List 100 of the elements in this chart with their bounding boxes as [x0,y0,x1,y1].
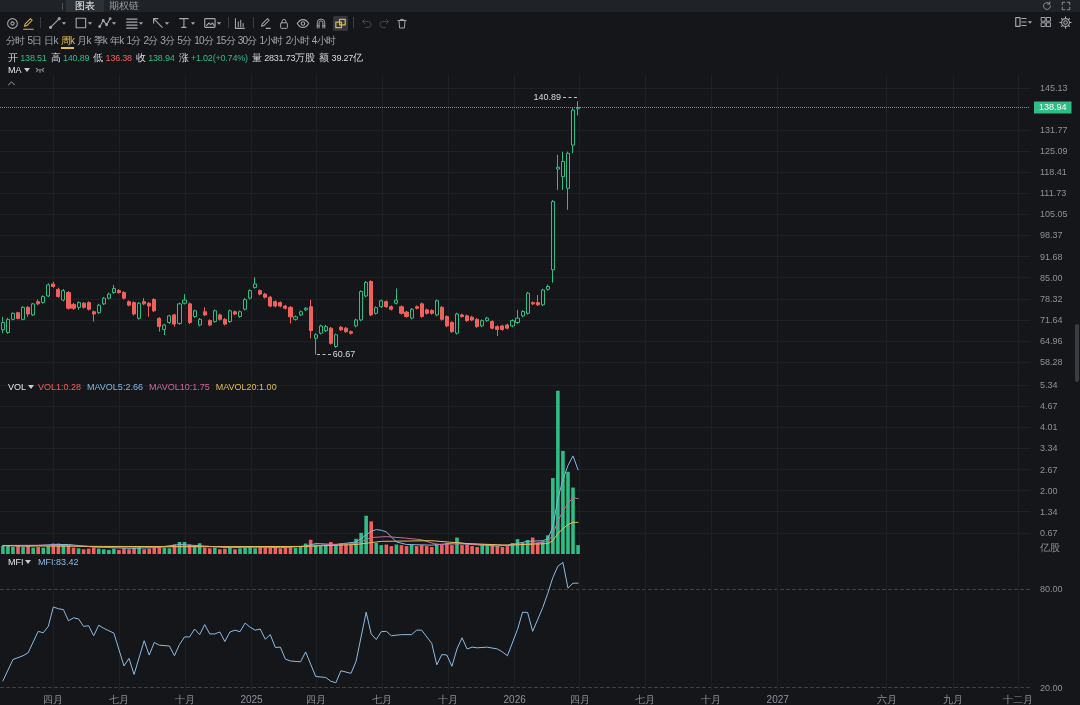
candlestick [203,306,207,317]
x-tick-label: 四月 [306,693,327,705]
text: 季k [93,35,107,47]
x-tick-label: 六月 [876,693,897,705]
y-tick-label: 4.01 [1040,422,1058,433]
annotation: 60.67 [332,349,356,361]
x-tick-label: 2025 [240,693,264,705]
text: MAVOL20:1.00 [215,381,277,392]
bar [212,547,217,554]
x-tick-label: 四月 [43,693,64,705]
y-tick-label: 78.32 [1040,293,1063,304]
text: 30分 [237,35,257,47]
text: 5分 [177,35,192,47]
y-tick-label: 3.34 [1040,443,1058,454]
candlestick [92,310,96,323]
text: MAVOL5:2.66 [87,381,143,392]
y-tick-label: 118.41 [1040,167,1067,178]
x-tick-label: 四月 [569,693,590,705]
y-tick-label: 5.34 [1040,380,1058,391]
text: 日k [44,35,58,47]
x-tick-label: 七月 [635,693,656,705]
y-tick-label: 80.00 [1040,583,1063,594]
y-tick-label: 145.13 [1040,82,1068,93]
text: 2小时 [285,35,309,47]
line-series [2,521,579,548]
text: 年k [110,35,124,47]
text: 3分 [160,35,175,47]
chart-title: MA [8,64,22,75]
y-tick-label: 105.05 [1040,209,1068,220]
y-tick-label: 2.67 [1040,464,1058,475]
x-tick-label: 七月 [372,693,393,705]
candlestick [309,299,313,339]
text: 15分 [216,35,235,47]
y-tick-label: 71.64 [1040,314,1063,325]
bar [374,542,379,554]
x-tick-label: 七月 [108,693,129,705]
bar [36,547,40,554]
candlestick [31,302,35,317]
candlestick [299,310,303,317]
candlestick [238,310,242,319]
candlestick [369,279,373,317]
x-tick-label: 九月 [942,693,963,705]
candlestick [112,284,116,295]
candlestick [157,316,161,333]
y-tick-label: 4.67 [1040,401,1058,412]
text: 10分 [194,35,214,47]
text: 1小时 [259,35,283,47]
text: VOL1:0.28 [38,381,82,392]
y-tick-label: 85.00 [1040,272,1063,283]
y-tick-label: 91.68 [1040,251,1063,262]
text: 周k [60,35,75,47]
bar [91,547,96,554]
text: 1分 [126,35,141,47]
text: 收 138.94 [135,52,175,63]
candlestick [51,281,55,289]
candlestick [304,306,308,312]
candlestick [36,298,40,306]
candlestick [188,302,192,325]
x-tick-label: 2027 [766,693,790,705]
x-tick-label: 2026 [503,693,527,705]
y-tick-label: 64.96 [1040,335,1063,346]
y-tick-label: 2.00 [1040,485,1058,496]
bar [228,547,232,554]
candlestick [26,305,30,318]
candlestick [172,313,176,328]
text: MFI:83.42 [38,556,79,567]
candlestick [329,326,333,346]
y-tick-label: 131.77 [1040,125,1068,136]
chart-title: MFI [8,556,24,567]
y-tick-label: 0.67 [1040,527,1058,538]
candlestick [16,311,20,320]
text: MAVOL10:1.75 [148,381,210,392]
bar [21,547,25,554]
text: 开 138.51 [8,52,47,63]
candlestick [193,309,197,319]
x-tick-label: 十月 [438,693,459,705]
candlestick [56,287,60,299]
y-tick-label: 98.37 [1040,230,1063,241]
text: 5日 [27,35,42,47]
x-tick-label: 十二月 [1003,693,1034,705]
text: 涨 +1.02(+0.74%) [178,52,248,63]
text: 分时 [6,35,25,47]
y-axis-title: 亿股 [1040,542,1060,553]
text: 高 140.89 [50,52,90,63]
line-series [2,561,579,684]
bar [41,547,46,554]
x-tick-label: 十月 [701,693,722,705]
bar [207,548,212,554]
ref-line-label: 138.94 [1039,102,1067,113]
text: 月k [77,35,91,47]
bar [31,547,35,554]
text: 量 2831.73万股 [251,52,316,63]
x-tick-label: 十月 [175,693,196,705]
text: 图表 [75,0,95,12]
text: 期权链 [109,0,139,12]
y-tick-label: 20.00 [1040,682,1063,693]
candlestick [233,310,237,316]
y-tick-label: 1.34 [1040,506,1058,517]
y-tick-label: 111.73 [1040,188,1067,199]
bar [429,547,434,554]
